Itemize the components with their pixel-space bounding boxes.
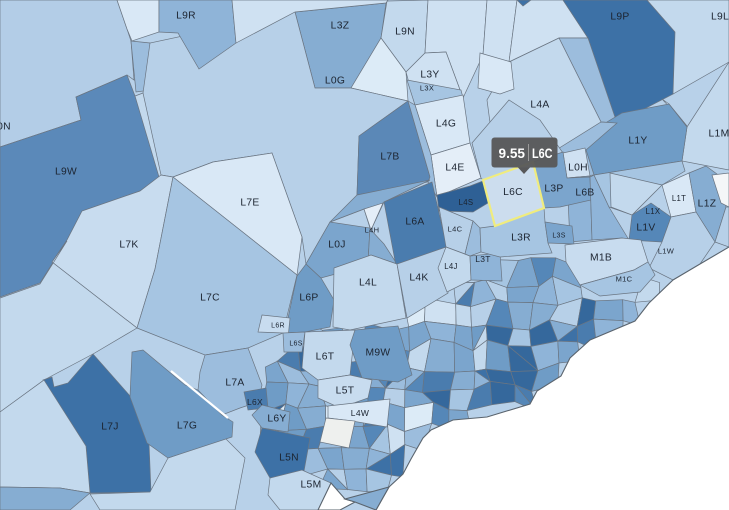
svg-text:L1Y: L1Y — [628, 136, 647, 147]
svg-text:L6C: L6C — [503, 187, 523, 198]
svg-text:L6B: L6B — [575, 188, 594, 199]
svg-text:L7C: L7C — [200, 293, 220, 304]
svg-text:L7J: L7J — [101, 422, 119, 433]
svg-text:L4C: L4C — [448, 225, 463, 234]
svg-text:0N: 0N — [0, 122, 11, 133]
svg-text:L1V: L1V — [636, 223, 655, 234]
svg-text:L7E: L7E — [240, 198, 259, 209]
svg-text:9.55: 9.55 — [499, 145, 526, 161]
svg-text:L3T: L3T — [475, 254, 491, 264]
svg-text:L4J: L4J — [444, 262, 457, 271]
svg-text:L7A: L7A — [225, 378, 244, 389]
svg-text:L3R: L3R — [511, 233, 531, 244]
svg-text:L5M: L5M — [301, 480, 322, 491]
svg-text:L1M: L1M — [709, 129, 729, 140]
svg-text:L9R: L9R — [176, 11, 196, 22]
svg-text:L9L: L9L — [711, 12, 729, 23]
svg-text:L1T: L1T — [672, 194, 686, 203]
svg-text:L3P: L3P — [544, 184, 563, 195]
svg-text:L7B: L7B — [380, 152, 399, 163]
svg-text:L6S: L6S — [289, 341, 302, 348]
svg-text:L6Y: L6Y — [267, 414, 286, 425]
svg-text:L0J: L0J — [328, 240, 346, 251]
svg-text:L9W: L9W — [55, 167, 77, 178]
svg-text:L5N: L5N — [279, 453, 299, 464]
svg-text:L4W: L4W — [351, 408, 369, 418]
svg-text:L4L: L4L — [359, 278, 377, 289]
svg-text:L4A: L4A — [530, 100, 549, 111]
svg-text:L5T: L5T — [336, 386, 355, 397]
svg-text:L0G: L0G — [325, 76, 345, 87]
svg-text:M9W: M9W — [366, 348, 391, 359]
svg-text:L6R: L6R — [271, 323, 285, 330]
svg-text:L4G: L4G — [436, 119, 456, 130]
svg-text:L6A: L6A — [405, 217, 424, 228]
svg-text:L6T: L6T — [316, 352, 335, 363]
svg-text:L6C: L6C — [532, 145, 553, 161]
svg-text:L4E: L4E — [445, 163, 464, 174]
svg-text:L3S: L3S — [552, 233, 565, 240]
svg-text:L3Y: L3Y — [420, 70, 439, 81]
svg-text:L7G: L7G — [177, 421, 197, 432]
svg-text:L6P: L6P — [299, 293, 318, 304]
svg-text:L0H: L0H — [568, 163, 588, 174]
svg-text:L1X: L1X — [646, 207, 661, 216]
svg-text:L9N: L9N — [395, 27, 415, 38]
svg-text:L3Z: L3Z — [331, 21, 350, 32]
svg-text:L9P: L9P — [610, 12, 629, 23]
svg-text:L7K: L7K — [119, 240, 138, 251]
svg-text:L3X: L3X — [420, 84, 434, 93]
svg-text:L6X: L6X — [247, 397, 263, 407]
svg-text:M1B: M1B — [590, 253, 612, 264]
svg-text:M1C: M1C — [616, 275, 633, 284]
svg-text:L1W: L1W — [658, 247, 675, 256]
svg-text:L1Z: L1Z — [698, 199, 717, 210]
svg-text:L4K: L4K — [409, 273, 428, 284]
svg-text:L4H: L4H — [365, 226, 380, 235]
svg-text:L4S: L4S — [459, 198, 474, 207]
